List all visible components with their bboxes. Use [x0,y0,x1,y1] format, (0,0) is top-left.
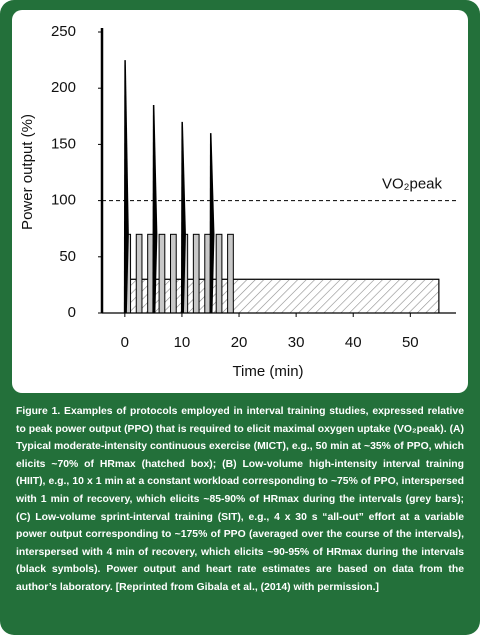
sit-spike [123,60,129,313]
y-axis-title: Power output (%) [19,114,36,230]
sit-spike [209,133,215,313]
y-tick-label: 100 [51,192,76,209]
y-tick-label: 150 [51,135,76,152]
x-axis-title: Time (min) [232,363,303,380]
sit-spike [180,121,186,313]
x-tick-label: 20 [231,334,248,351]
y-tick-label: 200 [51,79,76,96]
y-tick-label: 250 [51,23,76,40]
caption: Figure 1. Examples of protocols employed… [16,406,464,593]
hiit-bar [192,233,200,314]
x-tick-label: 40 [345,334,362,351]
hiit-bar [215,233,223,314]
x-tick-label: 30 [288,334,305,351]
y-tick-label: 50 [59,248,76,265]
hiit-bar [227,233,234,314]
x-tick-label: 50 [402,334,419,351]
y-tick-label: 0 [68,304,76,321]
sit-spike [152,105,158,313]
x-tick-label: 0 [121,334,129,351]
hiit-bar [158,233,166,314]
chart: Time (min) Power output (%) VO₂peak 0 50 10… [12,10,468,393]
mict-hatch [124,278,440,314]
reference-label: VO₂peak [382,176,443,193]
hiit-bar [170,233,177,314]
hiit-bar [135,233,143,314]
x-tick-label: 10 [174,334,191,351]
